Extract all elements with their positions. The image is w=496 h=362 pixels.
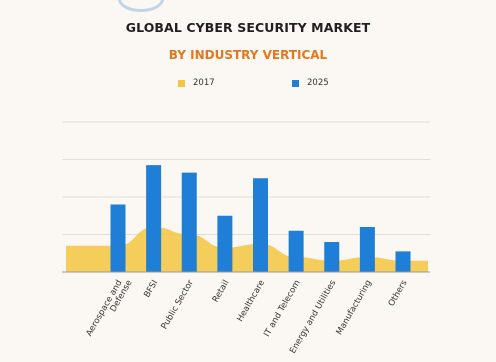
x-tick-label: IT and Telecom [262, 279, 303, 339]
legend-swatch-2017 [178, 79, 185, 87]
legend-item-2025: 2025 [292, 78, 329, 88]
chart-subtitle: BY INDUSTRY VERTICAL [168, 48, 328, 62]
legend-label-2017: 2017 [193, 78, 215, 88]
bar-2025 [395, 251, 411, 272]
bar-2025 [253, 178, 268, 272]
x-tick-label: Public Sector [160, 278, 197, 331]
x-tick-label: BFSI [142, 279, 160, 300]
legend-item-2017: 2017 [178, 78, 215, 88]
x-tick-label: Manufacturing [335, 279, 374, 337]
bar-2025 [146, 165, 162, 272]
chart-legend: 2017 2025 [0, 78, 496, 92]
bar-2025 [217, 215, 233, 272]
x-tick-label: Others [387, 278, 410, 308]
x-tick-label: Retail [211, 279, 232, 305]
x-tick-label: Healthcare [235, 279, 267, 324]
bar-2025 [288, 230, 304, 272]
bar-2025 [324, 242, 340, 272]
bar-2025 [110, 204, 126, 272]
bar-2025 [181, 172, 197, 272]
chart-title: GLOBAL CYBER SECURITY MARKET [125, 20, 371, 35]
bar-2025 [359, 227, 375, 272]
legend-swatch-2025 [292, 79, 299, 87]
legend-label-2025: 2025 [307, 78, 329, 88]
